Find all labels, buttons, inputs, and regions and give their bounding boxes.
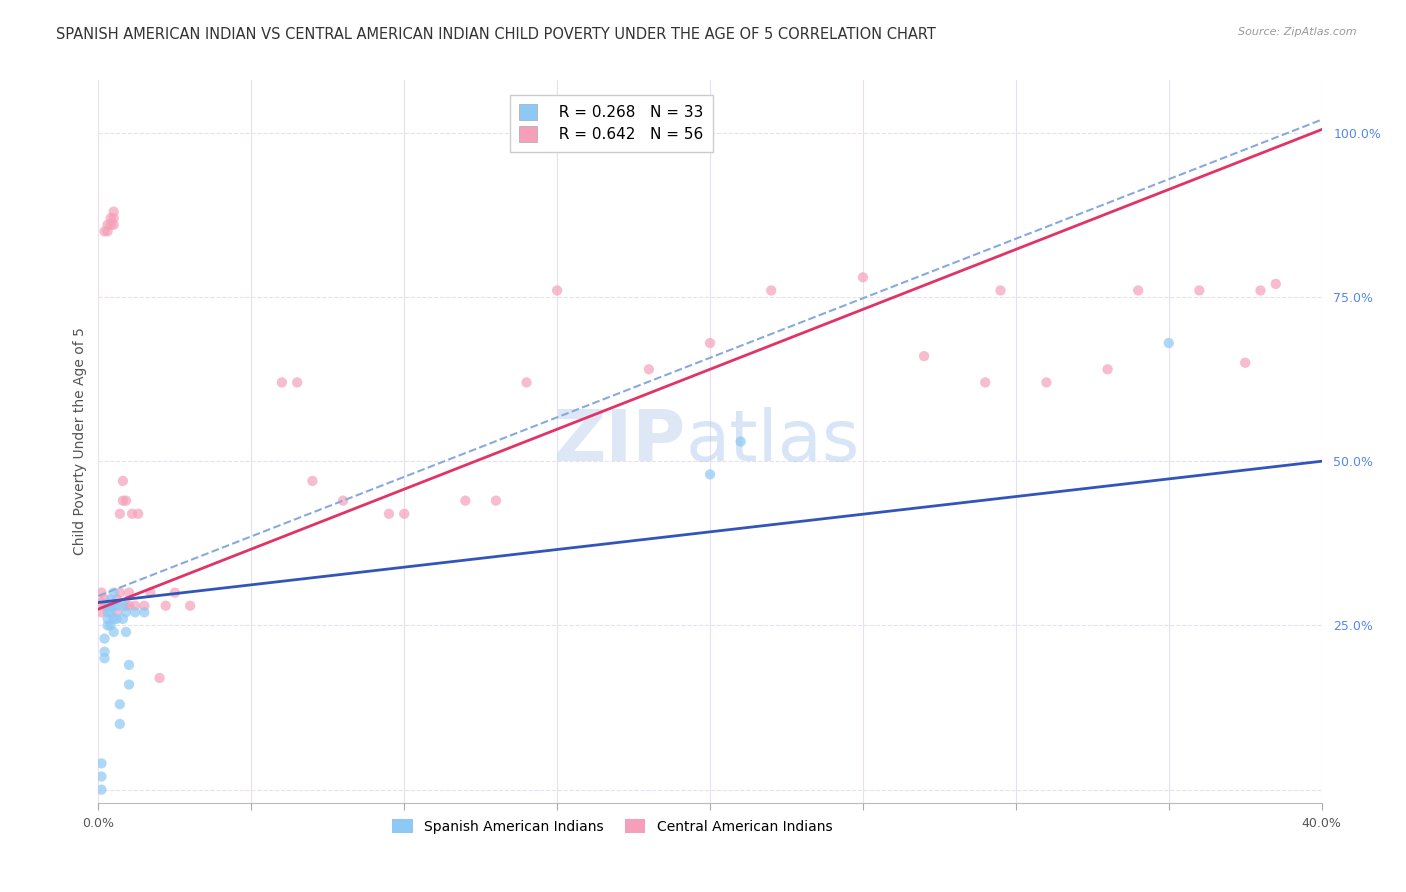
Point [115, 493, 138, 508]
Point [149, 671, 172, 685]
Point [93, 224, 115, 238]
Point [1188, 284, 1211, 298]
Point [1264, 277, 1286, 291]
Point [108, 717, 131, 731]
Point [100, 211, 122, 226]
Point [93, 599, 115, 613]
Text: atlas: atlas [686, 407, 860, 476]
Point [454, 493, 477, 508]
Point [699, 336, 721, 351]
Point [103, 585, 125, 599]
Point [134, 605, 156, 619]
Point [100, 599, 122, 613]
Point [115, 599, 138, 613]
Point [516, 376, 538, 390]
Point [118, 599, 141, 613]
Point [97, 224, 120, 238]
Point [392, 507, 416, 521]
Point [912, 349, 935, 363]
Point [103, 218, 125, 232]
Point [90, 585, 112, 599]
Point [97, 218, 120, 232]
Point [270, 376, 292, 390]
Text: ZIP: ZIP [554, 407, 686, 476]
Point [974, 376, 997, 390]
Point [103, 612, 125, 626]
Point [100, 618, 122, 632]
Point [97, 618, 120, 632]
Point [93, 651, 115, 665]
Point [546, 284, 568, 298]
Point [285, 376, 308, 390]
Point [118, 585, 141, 599]
Point [699, 467, 721, 482]
Point [124, 605, 146, 619]
Point [90, 770, 112, 784]
Text: SPANISH AMERICAN INDIAN VS CENTRAL AMERICAN INDIAN CHILD POVERTY UNDER THE AGE O: SPANISH AMERICAN INDIAN VS CENTRAL AMERI… [56, 27, 936, 42]
Point [179, 599, 201, 613]
Point [124, 599, 146, 613]
Point [1097, 362, 1119, 376]
Point [139, 585, 162, 599]
Point [115, 605, 138, 619]
Point [100, 605, 122, 619]
Point [485, 493, 508, 508]
Point [378, 507, 401, 521]
Point [1234, 356, 1257, 370]
Point [118, 677, 141, 691]
Point [93, 645, 115, 659]
Point [127, 507, 149, 521]
Point [1128, 284, 1150, 298]
Point [163, 585, 186, 599]
Point [105, 612, 128, 626]
Text: Source: ZipAtlas.com: Source: ZipAtlas.com [1239, 27, 1357, 37]
Point [100, 218, 122, 232]
Point [111, 493, 134, 508]
Point [332, 493, 354, 508]
Point [90, 595, 112, 609]
Point [103, 599, 125, 613]
Point [637, 362, 661, 376]
Point [134, 599, 156, 613]
Point [1035, 376, 1057, 390]
Point [730, 434, 752, 449]
Point [90, 782, 112, 797]
Point [111, 474, 134, 488]
Point [108, 507, 131, 521]
Point [118, 657, 141, 672]
Point [105, 599, 128, 613]
Point [93, 632, 115, 646]
Point [103, 211, 125, 226]
Point [108, 585, 131, 599]
Point [301, 474, 323, 488]
Point [990, 284, 1012, 298]
Point [759, 284, 782, 298]
Point [155, 599, 177, 613]
Point [1249, 284, 1271, 298]
Point [111, 599, 134, 613]
Point [108, 698, 131, 712]
Point [97, 605, 120, 619]
Point [105, 592, 128, 607]
Point [121, 507, 143, 521]
Point [100, 592, 122, 607]
Point [103, 204, 125, 219]
Point [111, 612, 134, 626]
Point [97, 612, 120, 626]
Point [852, 270, 875, 285]
Point [93, 592, 115, 607]
Point [90, 605, 112, 619]
Point [1157, 336, 1180, 351]
Point [105, 605, 128, 619]
Point [103, 625, 125, 640]
Point [97, 599, 120, 613]
Point [115, 625, 138, 640]
Y-axis label: Child Poverty Under the Age of 5: Child Poverty Under the Age of 5 [73, 327, 87, 556]
Legend: Spanish American Indians, Central American Indians: Spanish American Indians, Central Americ… [387, 814, 838, 839]
Point [90, 756, 112, 771]
